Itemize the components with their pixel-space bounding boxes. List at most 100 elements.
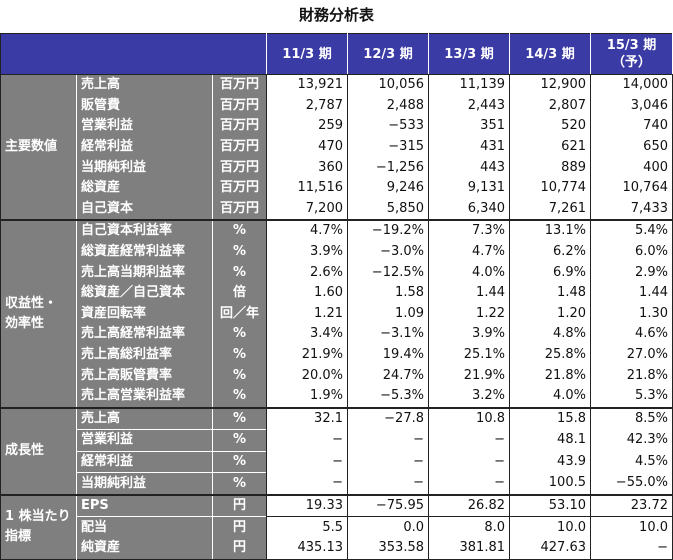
header-blank (0, 33, 267, 75)
row-unit: % (212, 324, 267, 345)
table-row: 当期純利益% − − −100.5 −55.0% (1, 472, 673, 495)
value-cell: 431 (428, 136, 510, 158)
value-cell: 13.1% (509, 219, 591, 242)
value-cell: 10.8 (428, 406, 510, 430)
value-cell: 21.9% (428, 365, 510, 386)
value-cell: −533 (347, 116, 429, 137)
value-cell: 1.58 (347, 282, 429, 304)
value-cell: 21.8% (590, 365, 673, 386)
row-label: 自己資本 (76, 198, 213, 221)
value-cell: 6.2% (509, 241, 591, 263)
row-label: 総資産 (76, 177, 213, 199)
table-row: 総資産 百万円 11,516 9,246 9,131 10,774 10,764 (1, 177, 673, 199)
value-cell: 650 (590, 136, 673, 158)
row-unit: % (212, 365, 267, 386)
value-cell: 13,921 (266, 74, 348, 96)
value-cell: 520 (509, 116, 591, 137)
value-cell: 53.10 (509, 493, 591, 517)
value-cell: 470 (266, 136, 348, 158)
value-cell: 43.9 (509, 451, 591, 473)
col-header: 13/3 期 (428, 33, 510, 75)
table-row: 経常利益% − − −43.9 4.5% (1, 450, 673, 473)
section-label-line: 効率性 (5, 315, 45, 331)
value-cell: 1.21 (266, 303, 348, 325)
value-cell: 4.6% (590, 324, 673, 345)
row-label: 純資産 (76, 538, 213, 560)
value-cell: 10,764 (590, 177, 673, 199)
value-cell: 48.1 (509, 429, 591, 452)
value-cell: −75.95 (347, 493, 429, 517)
value-cell: 5.4% (590, 219, 673, 242)
row-unit: 倍 (212, 282, 267, 304)
value-cell: 1.60 (266, 282, 348, 304)
value-cell: 19.33 (266, 493, 348, 517)
value-cell: −19.2% (347, 219, 429, 242)
table-row: 総資産経常利益率% 3.9% −3.0% 4.7% 6.2% 6.0% (1, 241, 673, 263)
row-unit: 百万円 (212, 198, 267, 221)
table-row: 売上高営業利益率% 1.9% −5.3% 3.2% 4.0% 5.3% (1, 385, 673, 408)
row-label: 売上高総利益率 (76, 344, 213, 366)
value-cell: 427.63 (509, 538, 591, 560)
value-cell: 4.7% (428, 241, 510, 263)
value-cell: 7,433 (590, 198, 673, 221)
table-row: 当期純利益 百万円 360 −1,256 443 889 400 (1, 157, 673, 178)
value-cell: 1.09 (347, 303, 429, 325)
value-cell: − (428, 451, 510, 473)
row-unit: % (212, 472, 267, 495)
value-cell: 4.5% (590, 451, 673, 473)
value-cell: 10.0 (590, 516, 673, 539)
row-label: 資産回転率 (76, 303, 213, 325)
row-unit: % (212, 406, 267, 430)
col-header-forecast: （予） (611, 55, 651, 70)
value-cell: 1.44 (590, 282, 673, 304)
table-row: 販管費 百万円 2,787 2,488 2,443 2,807 3,046 (1, 95, 673, 117)
value-cell: 1.44 (428, 282, 510, 304)
value-cell: 0.0 (347, 516, 429, 539)
row-unit: 円 (212, 516, 267, 539)
value-cell: 19.4% (347, 344, 429, 366)
section-label-line: 1 株当たり (5, 509, 71, 525)
value-cell: 15.8 (509, 406, 591, 430)
value-cell: 21.8% (509, 365, 591, 386)
value-cell: 26.82 (428, 493, 510, 517)
value-cell: 8.0 (428, 516, 510, 539)
value-cell: 7,261 (509, 198, 591, 221)
row-unit: % (212, 385, 267, 408)
row-label: 売上高 (76, 406, 213, 430)
row-label: 売上高当期利益率 (76, 262, 213, 283)
row-label: 売上高経常利益率 (76, 324, 213, 345)
row-unit: 百万円 (212, 74, 267, 96)
table-row: 主要数値 売上高 百万円 13,921 10,056 11,139 12,900 14,000 (0, 74, 673, 221)
row-unit: 円 (212, 538, 267, 560)
value-cell: − (266, 472, 348, 495)
value-cell: − (428, 472, 510, 495)
col-header-period: 15/3 期 (606, 38, 657, 53)
value-cell: 2.6% (266, 262, 348, 283)
row-unit: % (212, 429, 267, 452)
value-cell: 7,200 (266, 198, 348, 221)
table-row: 営業利益 百万円 259 −533 351 520 740 (1, 116, 673, 137)
value-cell: 443 (428, 157, 510, 178)
section-label-line: 収益性・ (5, 295, 58, 311)
value-cell: 10.0 (509, 516, 591, 539)
value-cell: − (347, 472, 429, 495)
value-cell: 2,787 (266, 95, 348, 117)
table-row: 配当円 5.5 0.0 8.0 10.0 10.0 (1, 516, 673, 539)
value-cell: 3,046 (590, 95, 673, 117)
row-label: 総資産経常利益率 (76, 241, 213, 263)
table-row: 資産回転率 回／年 1.21 1.09 1.22 1.20 1.30 (1, 303, 673, 325)
value-cell: 1.48 (509, 282, 591, 304)
value-cell: 351 (428, 116, 510, 137)
value-cell: 360 (266, 157, 348, 178)
table-row: 売上高経常利益率% 3.4% −3.1% 3.9% 4.8% 4.6% (1, 324, 673, 345)
row-unit: 百万円 (212, 136, 267, 158)
header-row: 11/3 期 12/3 期 13/3 期 14/3 期 15/3 期 （予） (0, 33, 673, 75)
value-cell: 23.72 (590, 493, 673, 517)
value-cell: 5.3% (590, 385, 673, 408)
value-cell: 1.20 (509, 303, 591, 325)
value-cell: 11,139 (428, 74, 510, 96)
table-row: 売上高当期利益率% 2.6% −12.5% 4.0% 6.9% 2.9% (1, 262, 673, 283)
row-unit: % (212, 262, 267, 283)
table-row: 自己資本 百万円 7,200 5,850 6,340 7,261 7,433 (1, 198, 673, 221)
row-label: 総資産／自己資本 (76, 282, 213, 304)
